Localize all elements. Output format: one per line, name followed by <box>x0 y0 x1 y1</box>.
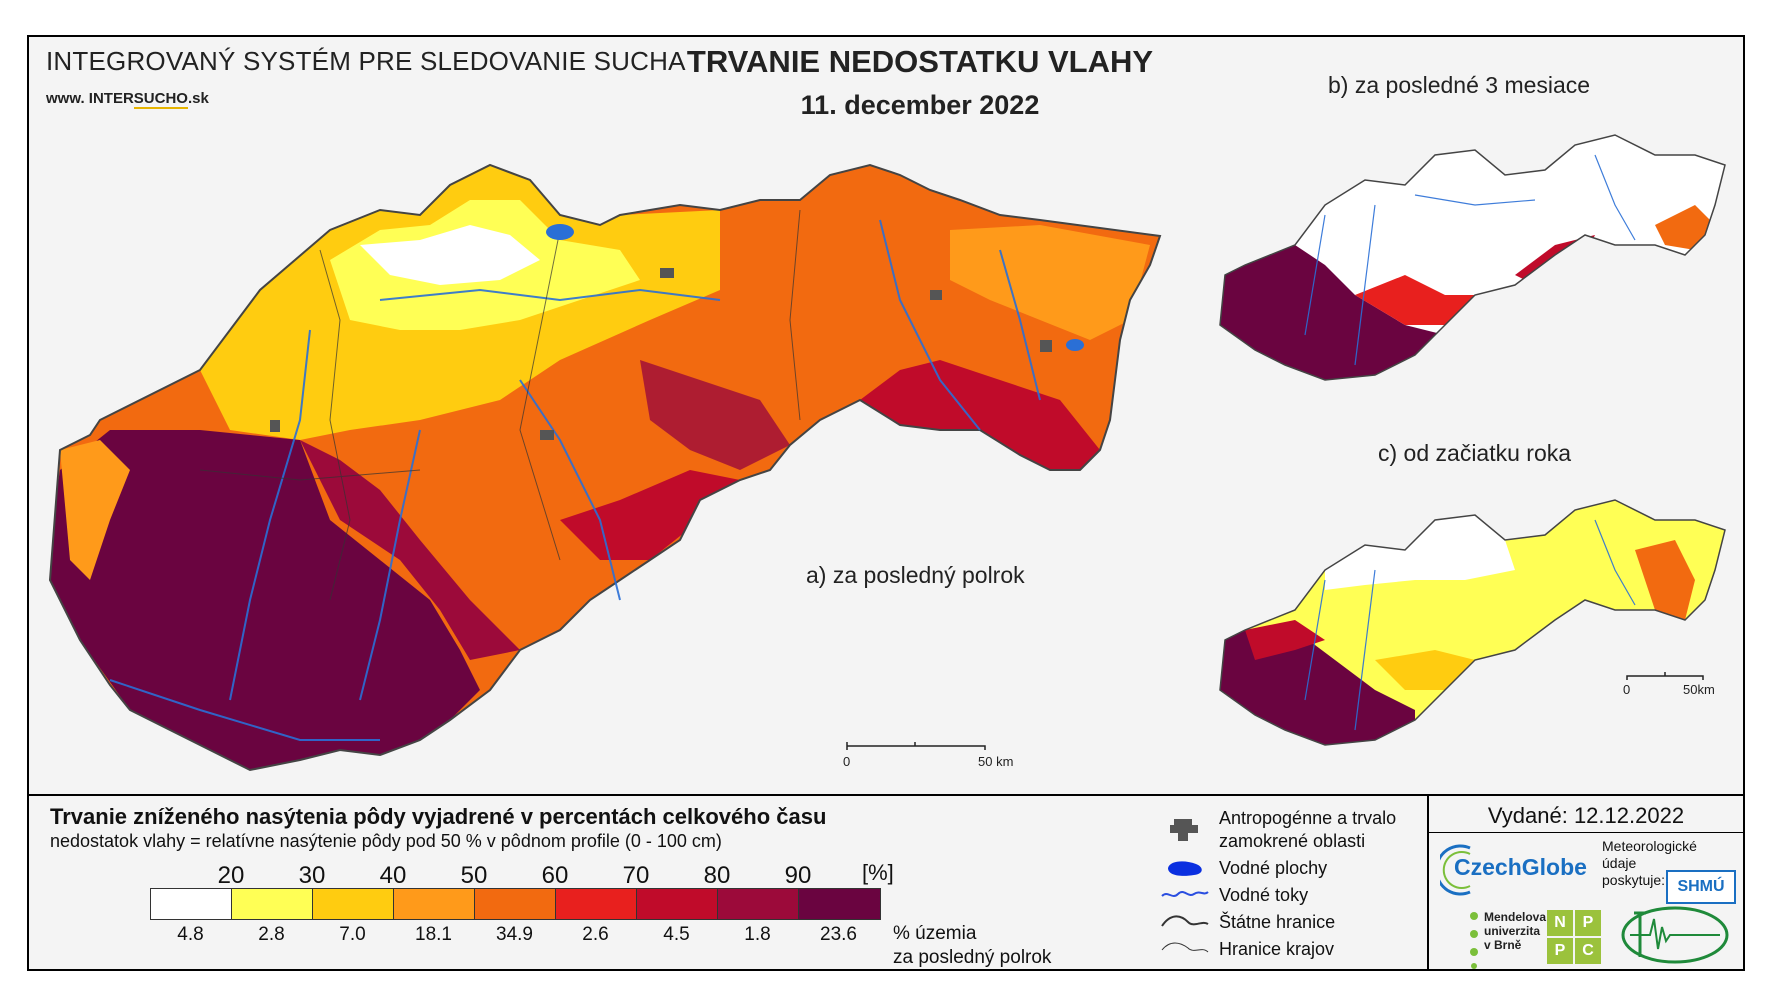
legend-divider <box>27 794 1745 796</box>
meteo-data-provider: Meteorologické údaje poskytuje: <box>1602 838 1697 889</box>
panel-b-label: b) za posledné 3 mesiace <box>1328 72 1591 98</box>
anthropogenic-label-2: zamokrené oblasti <box>1219 831 1366 851</box>
issued-divider <box>1427 795 1429 970</box>
scale-main-zero: 0 <box>843 754 851 769</box>
url-suffix: .sk <box>187 90 209 107</box>
state-border-label: Štátne hranice <box>1219 912 1336 932</box>
legend-percent-value: 2.8 <box>258 924 285 945</box>
legend-unit: [%] <box>862 860 894 885</box>
panel-c-label: c) od začiatku roka <box>1378 440 1572 466</box>
water-bodies-label: Vodné plochy <box>1219 858 1328 878</box>
legend-percent-value: 4.8 <box>177 924 204 945</box>
anthropogenic-area-icon <box>1170 819 1198 841</box>
issued-date: Vydané: 12.12.2022 <box>1487 803 1685 828</box>
legend-swatch <box>556 889 637 919</box>
legend-swatch <box>232 889 313 919</box>
legend-percent-value: 2.6 <box>582 924 609 945</box>
nppc-letter-p1: P <box>1575 910 1601 936</box>
percent-caption-line-2: za posledný polrok <box>893 947 1052 968</box>
nppc-letter-n: N <box>1547 910 1573 936</box>
region-border-icon <box>1161 942 1209 953</box>
legend-threshold-label: 60 <box>541 862 569 889</box>
provider-line-1: Meteorologické <box>1602 838 1697 854</box>
scale-small-zero: 0 <box>1623 682 1631 697</box>
mendel-university-logo: Mendelova univerzita v Brně <box>1468 910 1546 970</box>
legend-swatch <box>718 889 799 919</box>
water-stream-icon <box>1161 891 1209 897</box>
legend-percent-value: 7.0 <box>339 924 366 945</box>
panel-a-label: a) za posledný polrok <box>806 562 1025 588</box>
page-title: TRVANIE NEDOSTATKU VLAHY <box>686 44 1154 79</box>
legend-threshold-label: 70 <box>622 862 650 889</box>
nppc-logo: N P P C <box>1547 910 1601 964</box>
legend-swatch <box>637 889 718 919</box>
map-date: 11. december 2022 <box>800 90 1040 120</box>
nppc-letter-p2: P <box>1547 938 1573 964</box>
legend-percent-value: 18.1 <box>415 924 452 945</box>
legend-swatch <box>151 889 232 919</box>
scale-bar-main <box>846 742 986 750</box>
legend-color-scale <box>150 888 881 920</box>
water-streams-label: Vodné toky <box>1219 885 1309 905</box>
url-highlight: SUCHO <box>133 90 188 109</box>
mendel-line-3: v Brně <box>1484 938 1522 952</box>
legend-percent-value: 23.6 <box>820 924 857 945</box>
water-body-icon <box>1168 861 1202 876</box>
state-border-icon <box>1161 915 1209 927</box>
region-border-label: Hranice krajov <box>1219 939 1335 959</box>
czechglobe-logo: CzechGlobe <box>1440 840 1600 898</box>
mendel-line-2: univerzita <box>1484 924 1541 938</box>
map-since-start-of-year <box>1219 499 1726 746</box>
earth-science-institute-logo <box>1621 906 1729 964</box>
map-last-3-months <box>1219 134 1726 381</box>
legend-swatch <box>394 889 475 919</box>
legend-threshold-label: 80 <box>703 862 731 889</box>
czechglobe-text: CzechGlobe <box>1454 854 1587 880</box>
legend-percent-caption: % územia za posledný polrok <box>893 922 1051 970</box>
scale-main-end: 50 km <box>978 754 1014 769</box>
legend-threshold-label: 90 <box>784 862 812 889</box>
scale-small-end: 50km <box>1683 682 1715 697</box>
legend-threshold-label: 40 <box>379 862 407 889</box>
legend-threshold-label: 30 <box>298 862 326 889</box>
system-name: INTEGROVANÝ SYSTÉM PRE SLEDOVANIE SUCHA <box>46 46 686 76</box>
website-url[interactable]: www. INTERSUCHO.sk <box>46 90 209 109</box>
issued-underline <box>1428 832 1744 833</box>
mendel-line-1: Mendelova <box>1484 910 1547 924</box>
percent-caption-line-1: % územia <box>893 923 977 944</box>
legend-swatch <box>313 889 394 919</box>
provider-line-2: údaje <box>1602 855 1637 871</box>
legend-threshold-label: 20 <box>217 862 245 889</box>
mendel-dots-icon <box>1470 912 1478 969</box>
anthropogenic-label-1: Antropogénne a trvalo <box>1219 808 1397 828</box>
url-prefix: www. INTER <box>46 90 134 107</box>
legend-subtitle: nedostatok vlahy = relatívne nasýtenie p… <box>50 831 722 851</box>
legend-percent-value: 4.5 <box>663 924 690 945</box>
legend-threshold-label: 50 <box>460 862 488 889</box>
provider-line-3: poskytuje: <box>1602 872 1666 888</box>
scale-bar-small <box>1626 672 1704 680</box>
legend-title: Trvanie zníženého nasýtenia pôdy vyjadre… <box>50 804 827 829</box>
legend-swatch <box>799 889 880 919</box>
legend-percent-value: 34.9 <box>496 924 533 945</box>
nppc-letter-c: C <box>1575 938 1601 964</box>
shmu-logo: SHMÚ <box>1666 870 1736 904</box>
legend-swatch <box>475 889 556 919</box>
legend-percent-value: 1.8 <box>744 924 771 945</box>
